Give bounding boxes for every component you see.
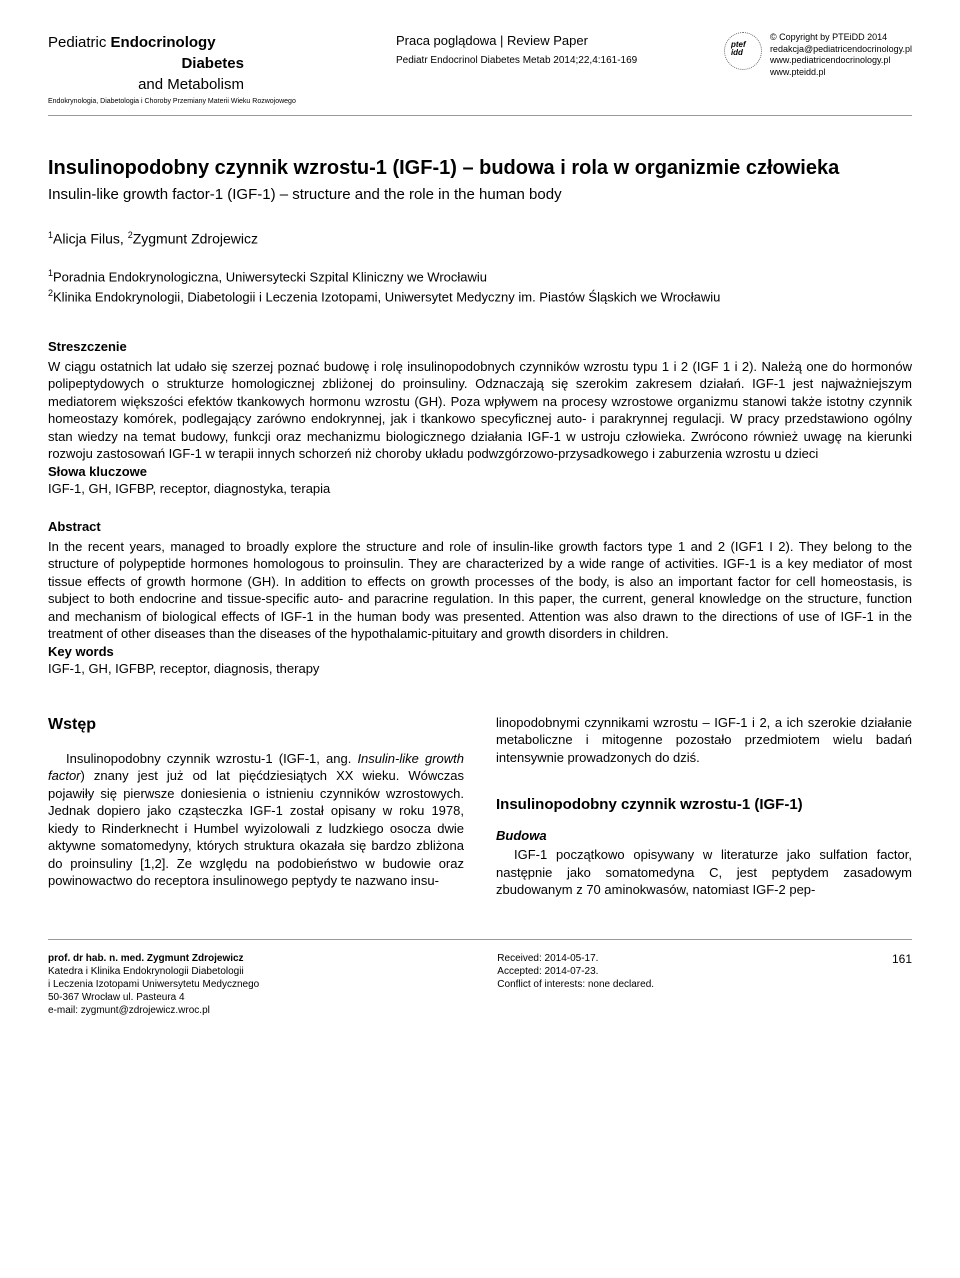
article-dates-block: Received: 2014-05-17. Accepted: 2014-07-… — [497, 952, 843, 991]
keywords-text: IGF-1, GH, IGFBP, receptor, diagnosis, t… — [48, 661, 319, 676]
journal-word-endocrinology: Endocrinology — [111, 34, 216, 51]
intro-paragraph: Insulinopodobny czynnik wzrostu-1 (IGF-1… — [48, 750, 464, 890]
streszczenie-block: Streszczenie W ciągu ostatnich lat udało… — [48, 338, 912, 498]
igf1-section-heading: Insulinopodobny czynnik wzrostu-1 (IGF-1… — [496, 795, 912, 815]
article-title-polish: Insulinopodobny czynnik wzrostu-1 (IGF-1… — [48, 156, 912, 180]
conflict-statement: Conflict of interests: none declared. — [497, 978, 843, 991]
corr-author-dept: Katedra i Klinika Endokrynologii Diabeto… — [48, 965, 497, 978]
affiliations-block: 1Poradnia Endokrynologiczna, Uniwersytec… — [48, 267, 912, 306]
corr-author-univ: i Leczenia Izotopami Uniwersytetu Medycz… — [48, 978, 497, 991]
journal-url: www.pediatricendocrinology.pl — [770, 55, 912, 67]
society-logo-icon: ptef idd — [724, 32, 762, 70]
author1-name: Alicja Filus, — [53, 230, 128, 246]
publisher-left-block: Pediatric Endocrinology Diabetes and Met… — [48, 32, 376, 107]
corresponding-author-block: prof. dr hab. n. med. Zygmunt Zdrojewicz… — [48, 952, 497, 1017]
journal-word-pediatric: Pediatric — [48, 34, 111, 51]
page-header: Pediatric Endocrinology Diabetes and Met… — [48, 32, 912, 116]
journal-tagline: Endokrynologia, Diabetologia i Choroby P… — [48, 97, 376, 107]
intro-text-a: Insulinopodobny czynnik wzrostu-1 (IGF-1… — [66, 751, 357, 766]
body-two-column: Wstęp Insulinopodobny czynnik wzrostu-1 … — [48, 714, 912, 899]
author2-name: Zygmunt Zdrojewicz — [133, 230, 258, 246]
left-column: Wstęp Insulinopodobny czynnik wzrostu-1 … — [48, 714, 464, 899]
wstep-heading: Wstęp — [48, 714, 464, 736]
logo-bottom: idd — [731, 48, 743, 57]
copyright-block: © Copyright by PTEiDD 2014 redakcja@pedi… — [770, 32, 912, 79]
abstract-label: Abstract — [48, 518, 912, 536]
editor-email: redakcja@pediatricendocrinology.pl — [770, 44, 912, 56]
right-continuation-paragraph: linopodobnymi czynnikami wzrostu – IGF-1… — [496, 714, 912, 767]
slowa-kluczowe-label: Słowa kluczowe — [48, 463, 912, 481]
paper-type-label: Praca poglądowa | Review Paper — [396, 32, 724, 50]
journal-word-and: and — [138, 76, 167, 93]
journal-name-line1: Pediatric Endocrinology — [48, 32, 376, 53]
keywords-label: Key words — [48, 643, 912, 661]
journal-name-line3: and Metabolism — [48, 74, 376, 95]
accepted-date: Accepted: 2014-07-23. — [497, 965, 843, 978]
corr-author-name: prof. dr hab. n. med. Zygmunt Zdrojewicz — [48, 952, 497, 965]
corr-author-name-text: prof. dr hab. n. med. Zygmunt Zdrojewicz — [48, 953, 244, 964]
header-right: ptef idd © Copyright by PTEiDD 2014 reda… — [724, 32, 912, 79]
abstract-body: In the recent years, managed to broadly … — [48, 539, 912, 642]
abstract-block: Abstract In the recent years, managed to… — [48, 518, 912, 678]
authors-line: 1Alicja Filus, 2Zygmunt Zdrojewicz — [48, 229, 912, 249]
budowa-subheading: Budowa — [496, 827, 912, 845]
received-date: Received: 2014-05-17. — [497, 952, 843, 965]
slowa-kluczowe-text: IGF-1, GH, IGFBP, receptor, diagnostyka,… — [48, 481, 330, 496]
journal-name-line2: Diabetes — [48, 53, 376, 74]
page-footer: prof. dr hab. n. med. Zygmunt Zdrojewicz… — [48, 939, 912, 1017]
corr-author-address: 50-367 Wrocław ul. Pasteura 4 — [48, 991, 497, 1004]
society-url: www.pteidd.pl — [770, 67, 912, 79]
affil2-text: Klinika Endokrynologii, Diabetologii i L… — [53, 289, 720, 304]
article-title-english: Insulin-like growth factor-1 (IGF-1) – s… — [48, 184, 912, 205]
corr-author-email: e-mail: zygmunt@zdrojewicz.wroc.pl — [48, 1004, 497, 1017]
header-center: Praca poglądowa | Review Paper Pediatr E… — [376, 32, 724, 68]
affil1-text: Poradnia Endokrynologiczna, Uniwersyteck… — [53, 269, 487, 284]
budowa-paragraph: IGF-1 początkowo opisywany w literaturze… — [496, 846, 912, 899]
streszczenie-label: Streszczenie — [48, 338, 912, 356]
journal-citation: Pediatr Endocrinol Diabetes Metab 2014;2… — [396, 54, 724, 68]
streszczenie-body: W ciągu ostatnich lat udało się szerzej … — [48, 359, 912, 462]
intro-text-b: ) znany jest już od lat pięćdziesiątych … — [48, 768, 464, 888]
copyright-line: © Copyright by PTEiDD 2014 — [770, 32, 912, 44]
journal-word-metabolism: Metabolism — [167, 76, 244, 93]
logo-text: ptef idd — [731, 41, 746, 57]
right-column: linopodobnymi czynnikami wzrostu – IGF-1… — [496, 714, 912, 899]
page-number: 161 — [843, 952, 912, 968]
